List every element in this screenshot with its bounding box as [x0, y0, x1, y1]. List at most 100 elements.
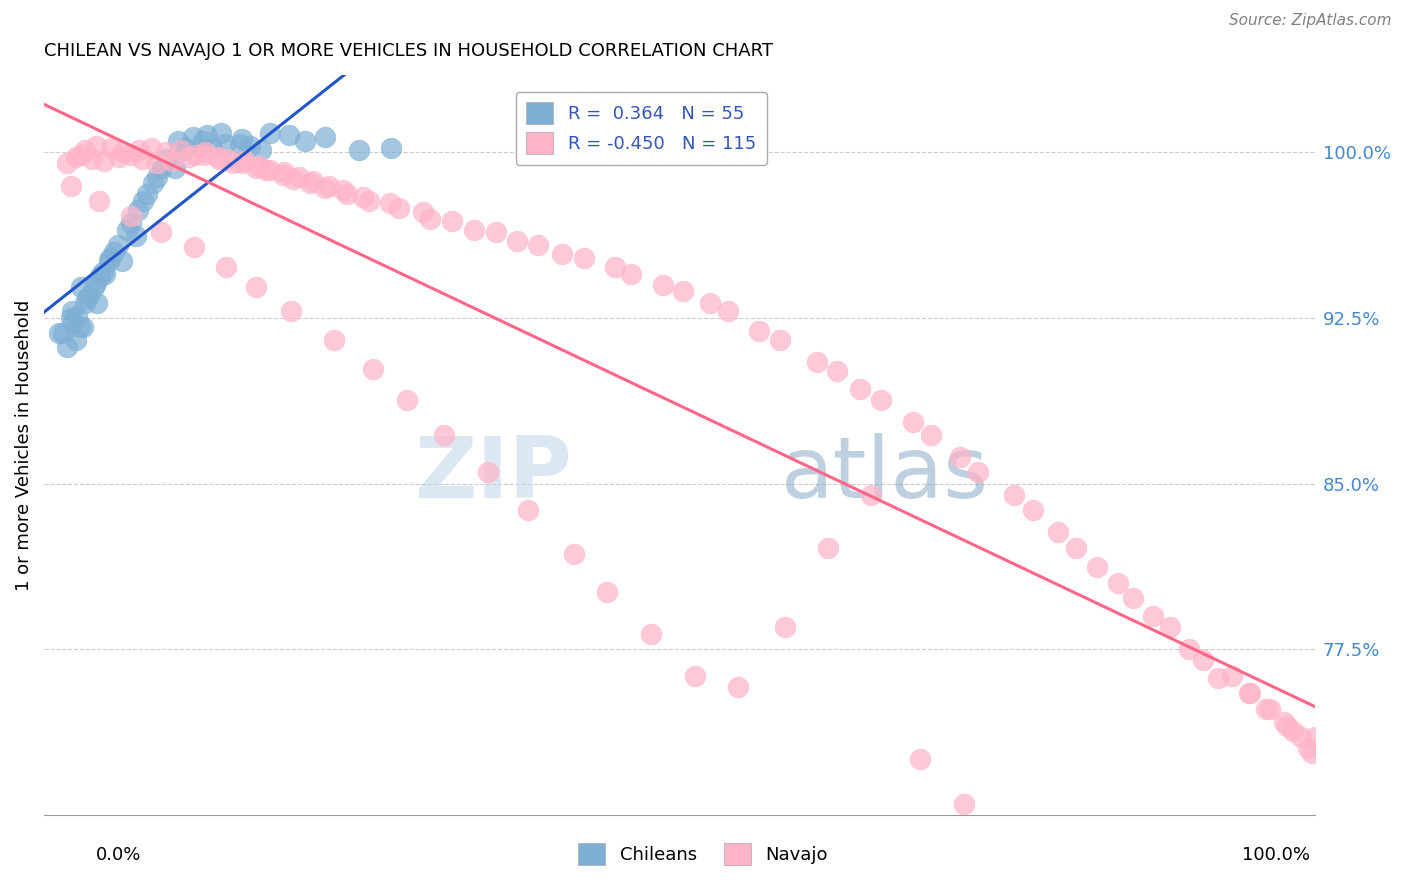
Point — [163, 161, 186, 175]
Text: Source: ZipAtlas.com: Source: ZipAtlas.com — [1229, 13, 1392, 29]
Point — [233, 154, 256, 169]
Point — [231, 156, 253, 170]
Point — [953, 797, 976, 811]
Point — [177, 150, 200, 164]
Point — [132, 194, 155, 208]
Point — [229, 136, 252, 151]
Point — [76, 291, 98, 305]
Text: atlas: atlas — [782, 433, 988, 516]
Point — [87, 194, 110, 208]
Point — [672, 285, 695, 299]
Point — [91, 265, 114, 279]
Point — [640, 626, 662, 640]
Point — [146, 156, 169, 170]
Point — [347, 143, 370, 157]
Point — [620, 267, 643, 281]
Point — [396, 392, 419, 407]
Point — [412, 205, 434, 219]
Point — [69, 319, 91, 334]
Point — [52, 326, 75, 341]
Point — [901, 415, 924, 429]
Point — [146, 169, 169, 184]
Point — [176, 141, 198, 155]
Point — [825, 364, 848, 378]
Point — [870, 392, 893, 407]
Point — [156, 152, 179, 166]
Point — [250, 143, 273, 157]
Point — [66, 309, 89, 323]
Legend: R =  0.364   N = 55, R = -0.450   N = 115: R = 0.364 N = 55, R = -0.450 N = 115 — [516, 92, 768, 164]
Point — [150, 161, 173, 175]
Point — [207, 150, 229, 164]
Point — [127, 202, 149, 217]
Point — [280, 304, 302, 318]
Point — [806, 355, 828, 369]
Point — [1256, 701, 1278, 715]
Point — [271, 168, 294, 182]
Point — [193, 147, 215, 161]
Point — [70, 147, 93, 161]
Point — [174, 143, 197, 157]
Point — [86, 295, 108, 310]
Point — [1289, 731, 1312, 745]
Point — [288, 169, 311, 184]
Point — [1021, 503, 1043, 517]
Point — [1087, 560, 1109, 574]
Point — [506, 234, 529, 248]
Point — [298, 177, 321, 191]
Point — [136, 187, 159, 202]
Point — [318, 178, 340, 193]
Legend: Chileans, Navajo: Chileans, Navajo — [571, 836, 835, 872]
Point — [181, 130, 204, 145]
Point — [97, 253, 120, 268]
Point — [155, 145, 177, 160]
Point — [380, 141, 402, 155]
Point — [139, 141, 162, 155]
Point — [124, 229, 146, 244]
Point — [1220, 668, 1243, 682]
Point — [419, 211, 441, 226]
Point — [256, 163, 278, 178]
Point — [162, 154, 184, 169]
Point — [1002, 487, 1025, 501]
Text: CHILEAN VS NAVAJO 1 OR MORE VEHICLES IN HOUSEHOLD CORRELATION CHART: CHILEAN VS NAVAJO 1 OR MORE VEHICLES IN … — [44, 42, 773, 60]
Point — [65, 150, 87, 164]
Point — [93, 154, 115, 169]
Text: ZIP: ZIP — [413, 433, 571, 516]
Point — [908, 752, 931, 766]
Point — [485, 225, 508, 239]
Point — [278, 128, 301, 142]
Point — [120, 216, 142, 230]
Point — [596, 584, 619, 599]
Point — [949, 450, 972, 464]
Point — [572, 252, 595, 266]
Point — [302, 174, 325, 188]
Point — [1142, 609, 1164, 624]
Point — [683, 668, 706, 682]
Point — [245, 280, 267, 294]
Point — [65, 333, 87, 347]
Point — [517, 503, 540, 517]
Point — [195, 128, 218, 142]
Point — [387, 201, 409, 215]
Point — [56, 340, 79, 354]
Point — [82, 152, 104, 166]
Point — [314, 180, 336, 194]
Point — [120, 147, 142, 161]
Point — [59, 178, 82, 193]
Point — [72, 319, 94, 334]
Point — [1159, 620, 1181, 634]
Point — [259, 163, 281, 178]
Point — [194, 145, 217, 160]
Point — [231, 132, 253, 146]
Point — [111, 145, 134, 160]
Point — [1206, 671, 1229, 685]
Point — [115, 223, 138, 237]
Point — [208, 152, 231, 166]
Point — [717, 304, 740, 318]
Point — [463, 223, 485, 237]
Point — [603, 260, 626, 275]
Point — [849, 382, 872, 396]
Point — [1107, 575, 1129, 590]
Point — [59, 310, 82, 325]
